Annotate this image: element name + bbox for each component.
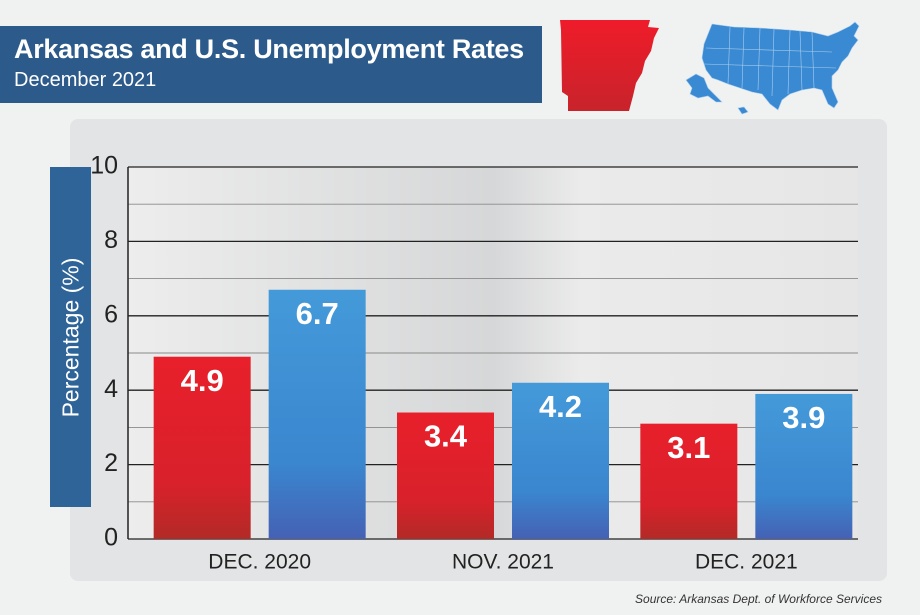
y-tick-label: 8 [104, 226, 118, 254]
data-label: 6.7 [296, 296, 339, 331]
bar-us [268, 289, 366, 539]
y-tick-label: 4 [104, 375, 118, 403]
bar-arkansas [397, 412, 494, 539]
bar-us [755, 393, 853, 539]
y-tick-label: 6 [104, 300, 118, 328]
page-title: Arkansas and U.S. Unemployment Rates [14, 34, 524, 64]
x-tick-label: DEC. 2020 [208, 551, 311, 574]
y-axis-label-tab [50, 167, 91, 507]
x-tick-label: DEC. 2021 [695, 551, 798, 574]
source-note: Source: Arkansas Dept. of Workforce Serv… [635, 592, 882, 606]
data-label: 4.9 [181, 363, 224, 398]
title-banner: Arkansas and U.S. Unemployment Rates Dec… [0, 26, 542, 103]
data-label: 4.2 [539, 389, 582, 424]
y-tick-label: 2 [104, 449, 118, 477]
y-tick-label: 0 [104, 524, 118, 552]
data-label: 3.1 [667, 430, 710, 465]
y-tick-label: 10 [90, 152, 118, 180]
us-map-icon [685, 21, 860, 115]
bar-arkansas [153, 356, 251, 539]
bar-arkansas [640, 423, 738, 539]
data-label: 3.9 [782, 400, 825, 435]
x-tick-label: NOV. 2021 [452, 551, 554, 574]
page-subtitle: December 2021 [14, 69, 157, 91]
data-label: 3.4 [424, 419, 468, 454]
arkansas-map-icon [560, 20, 659, 111]
bar-us [512, 382, 609, 539]
